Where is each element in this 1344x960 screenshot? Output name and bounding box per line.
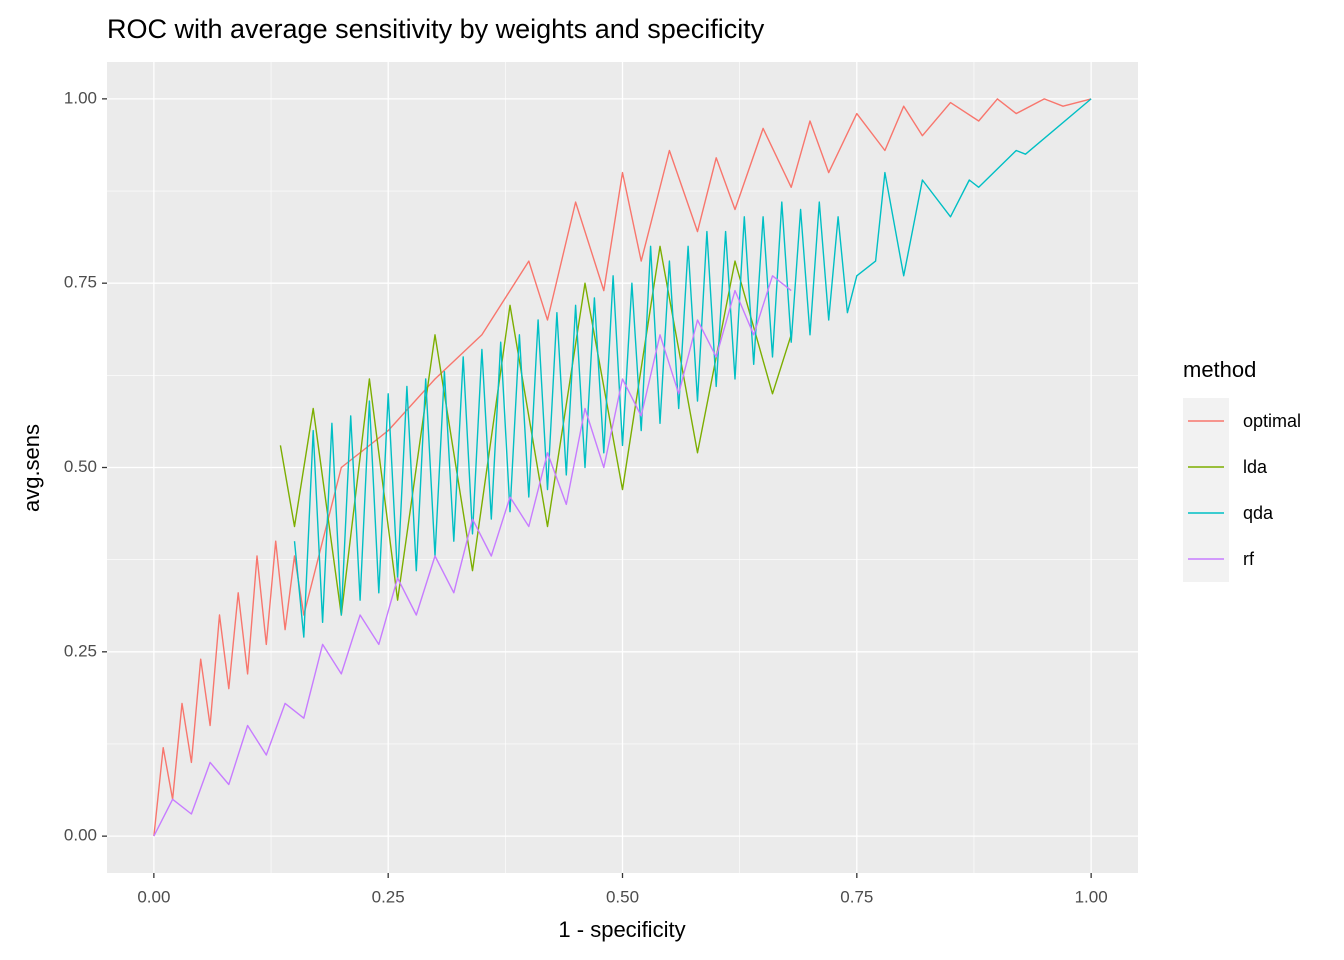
x-axis-title: 1 - specificity <box>558 917 685 942</box>
series-line <box>153 275 792 837</box>
y-tick-label: 0.50 <box>64 457 97 476</box>
x-tick-label: 0.00 <box>137 887 170 906</box>
x-tick-label: 1.00 <box>1075 887 1108 906</box>
legend-label: rf <box>1243 549 1255 569</box>
y-tick-label: 0.75 <box>64 273 97 292</box>
legend-label: optimal <box>1243 411 1301 431</box>
legend-label: qda <box>1243 503 1274 523</box>
x-tick-label: 0.50 <box>606 887 639 906</box>
x-tick-label: 0.75 <box>840 887 873 906</box>
y-tick-label: 0.25 <box>64 641 97 660</box>
y-axis-title: avg.sens <box>19 424 44 512</box>
x-tick-label: 0.25 <box>372 887 405 906</box>
legend-label: lda <box>1243 457 1268 477</box>
legend-title: method <box>1183 357 1256 382</box>
series-line <box>279 245 792 616</box>
y-tick-label: 1.00 <box>64 88 97 107</box>
series-line <box>293 98 1092 638</box>
series-line <box>153 98 1092 837</box>
chart-title: ROC with average sensitivity by weights … <box>107 14 765 44</box>
y-tick-label: 0.00 <box>64 826 97 845</box>
